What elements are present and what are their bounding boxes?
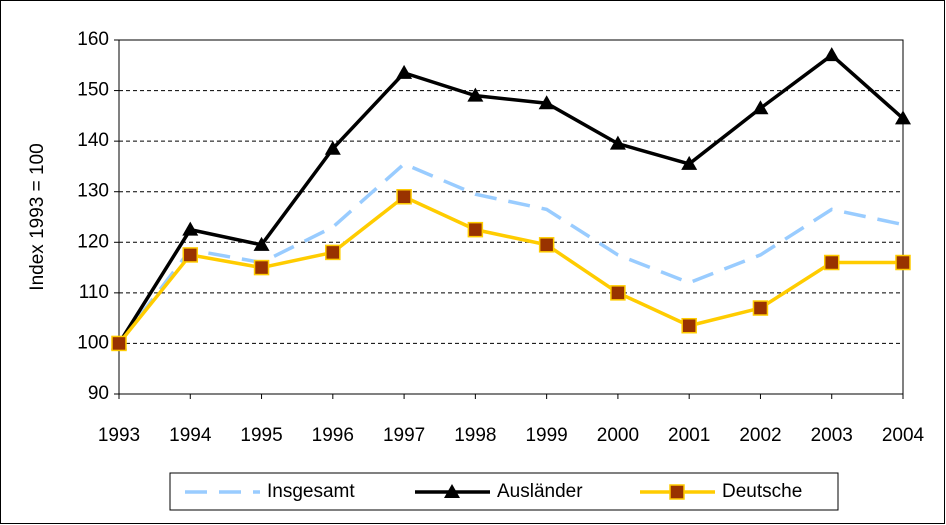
marker <box>895 110 911 125</box>
x-tick-label: 1998 <box>454 425 496 446</box>
y-tick-label: 120 <box>77 231 109 252</box>
marker <box>538 237 555 253</box>
x-tick-label: 2000 <box>597 425 639 446</box>
x-tick-label: 1999 <box>525 425 567 446</box>
marker <box>681 155 698 170</box>
marker <box>182 247 199 263</box>
marker <box>253 236 270 251</box>
marker <box>752 100 769 115</box>
marker <box>609 135 626 150</box>
y-tick-label: 100 <box>77 332 109 353</box>
marker <box>467 221 484 238</box>
marker <box>669 484 685 500</box>
marker <box>324 140 341 155</box>
marker <box>681 317 697 334</box>
legend: Insgesamt Ausländer Deutsche <box>169 472 839 511</box>
legend-box <box>169 472 839 511</box>
y-tick-label: 90 <box>88 383 109 404</box>
x-tick-label: 2002 <box>739 425 781 446</box>
marker <box>895 254 911 271</box>
marker <box>467 87 484 102</box>
y-tick-label: 110 <box>79 282 109 303</box>
y-tick-label: 160 <box>77 29 109 50</box>
legend-label: Ausländer <box>497 481 583 502</box>
y-axis-label: Index 1993 = 100 <box>27 143 48 290</box>
x-tick-label: 2004 <box>882 425 925 446</box>
series-line <box>117 52 905 345</box>
marker <box>325 244 341 261</box>
marker <box>111 335 127 352</box>
marker <box>396 189 412 205</box>
marker <box>752 300 769 316</box>
marker <box>396 64 413 79</box>
marker <box>253 259 270 276</box>
x-tick-label: 2003 <box>811 425 853 446</box>
series-line <box>117 161 904 345</box>
legend-label: Insgesamt <box>267 481 355 502</box>
legend-label: Deutsche <box>722 481 802 502</box>
x-tick-label: 1993 <box>98 425 140 446</box>
marker <box>823 47 840 62</box>
marker <box>444 484 460 498</box>
y-tick-label: 150 <box>77 80 109 101</box>
x-tick-label: 2001 <box>668 425 710 446</box>
marker <box>610 285 626 301</box>
x-tick-label: 1994 <box>169 425 212 446</box>
y-tick-label: 140 <box>77 130 109 151</box>
y-tick-label: 130 <box>77 181 109 202</box>
marker <box>538 95 555 110</box>
series-line <box>117 194 903 345</box>
x-tick-label: 1995 <box>240 425 282 446</box>
x-tick-label: 1997 <box>383 425 425 446</box>
marker <box>182 221 199 236</box>
plot-area <box>118 39 904 395</box>
marker <box>823 254 840 271</box>
x-tick-label: 1996 <box>312 425 354 446</box>
